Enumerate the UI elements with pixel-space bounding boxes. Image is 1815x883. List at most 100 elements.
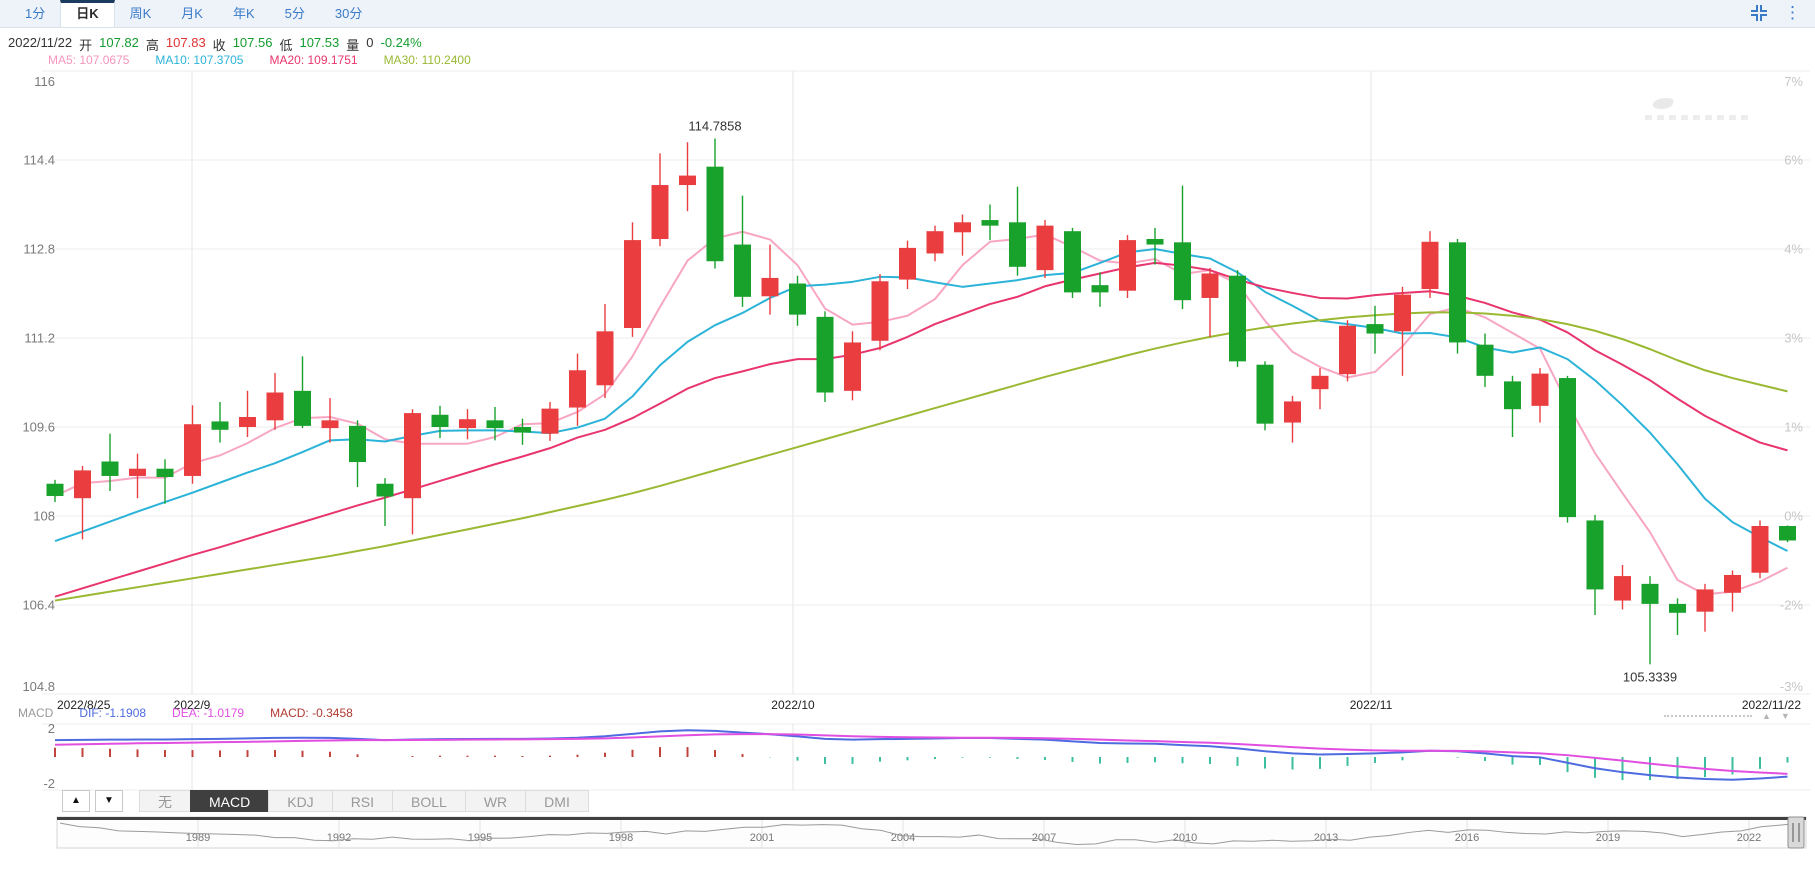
ma10-value: MA10: 107.3705 [155, 53, 244, 67]
svg-text:2016: 2016 [1455, 832, 1479, 844]
svg-text:6%: 6% [1784, 153, 1803, 168]
tab-rsi[interactable]: RSI [331, 790, 394, 812]
tab-macd[interactable]: MACD [190, 790, 270, 812]
open-value: 107.82 [99, 35, 139, 50]
watermark-text-line [1645, 115, 1749, 120]
tab-wr[interactable]: WR [464, 790, 527, 812]
ma20-line [54, 261, 1788, 598]
svg-text:1989: 1989 [186, 832, 210, 844]
pane-expand-control: ▲ ▼ [1664, 710, 1804, 722]
ma20-value: MA20: 109.1751 [269, 53, 358, 67]
svg-text:2001: 2001 [750, 832, 774, 844]
macd-info-row: MACD DIF: -1.1908 DEA: -1.0179 MACD: -0.… [18, 706, 353, 720]
ma30-value: MA30: 110.2400 [383, 53, 471, 67]
volume-value: 0 [366, 35, 374, 50]
close-value: 107.56 [232, 35, 273, 50]
kebab-menu-icon[interactable]: ⋮ [1784, 3, 1801, 22]
tab-monthly-k[interactable]: 月K [181, 6, 203, 21]
date-label-sep: 2022/9 [173, 698, 211, 712]
indicator-selector-row: ▲ ▼ 无 MACD KDJ RSI BOLL WR DMI [62, 790, 589, 812]
svg-text:105.3339: 105.3339 [1623, 669, 1677, 684]
macd-value: MACD: -0.3458 [270, 706, 353, 720]
navigator-slider-handle[interactable] [1787, 816, 1805, 849]
candles [46, 138, 1796, 665]
open-label: 开 [79, 38, 93, 53]
navigator-sparkline [59, 822, 1801, 845]
tab-none[interactable]: 无 [139, 790, 191, 812]
svg-text:114.4: 114.4 [23, 153, 55, 168]
svg-text:1998: 1998 [609, 832, 633, 844]
indicator-tabs: 无 MACD KDJ RSI BOLL WR DMI [139, 790, 589, 812]
dea-value: DEA: -1.0179 [172, 706, 245, 720]
svg-text:-2: -2 [43, 776, 55, 791]
svg-text:114.7858: 114.7858 [688, 119, 741, 134]
dotted-divider [1664, 715, 1752, 717]
svg-text:2010: 2010 [1173, 832, 1197, 844]
svg-text:-3%: -3% [1780, 679, 1804, 694]
svg-text:2007: 2007 [1032, 832, 1056, 844]
ohlc-info-row: 2022/11/22 开 107.82 高 107.83 收 107.56 低 … [8, 35, 422, 54]
date-label-nov: 2022/11 [1349, 698, 1393, 712]
date-label-oct: 2022/10 [771, 698, 815, 712]
svg-text:1992: 1992 [327, 832, 351, 844]
dif-value: DIF: -1.1908 [79, 706, 147, 720]
watermark [1645, 98, 1755, 126]
main-pane: 116 7% 114.4 6% 112.8 4% 111.2 3% 109.6 1% 108 0% 10… [22, 70, 1810, 695]
svg-text:112.8: 112.8 [23, 242, 55, 257]
svg-text:108: 108 [33, 509, 55, 524]
svg-text:7%: 7% [1784, 74, 1803, 89]
change-percent: -0.24% [380, 35, 422, 50]
svg-text:109.6: 109.6 [22, 420, 55, 435]
svg-text:2022: 2022 [1737, 832, 1761, 844]
tab-dmi[interactable]: DMI [525, 790, 589, 812]
tab-1min[interactable]: 1分 [25, 6, 46, 21]
ma30-line [54, 311, 1788, 602]
svg-text:111.2: 111.2 [24, 331, 55, 346]
date-label-end: 2022/11/22 [1741, 698, 1801, 712]
svg-text:-2%: -2% [1780, 598, 1804, 613]
ma5-line [54, 230, 1788, 596]
pane-down-icon[interactable]: ▼ [1780, 711, 1790, 721]
dif-line [54, 729, 1788, 781]
svg-text:116: 116 [34, 74, 55, 89]
scroll-down-button[interactable]: ▼ [95, 790, 123, 812]
high-value: 107.83 [165, 35, 206, 50]
ohlc-date: 2022/11/22 [8, 35, 73, 50]
tab-boll[interactable]: BOLL [392, 790, 466, 812]
svg-text:2: 2 [48, 721, 55, 736]
tab-kdj[interactable]: KDJ [268, 790, 333, 812]
ma10-line [54, 248, 1788, 552]
tab-weekly-k[interactable]: 周K [129, 6, 152, 21]
ma-info-row: MA5: 107.0675 MA10: 107.3705 MA20: 109.1… [48, 53, 471, 67]
svg-text:106.4: 106.4 [22, 598, 55, 613]
high-label: 高 [145, 38, 159, 53]
navigator-track [57, 817, 1806, 820]
macd-pane: 2 -2 [42, 721, 1810, 791]
tab-daily-k[interactable]: 日K [60, 0, 115, 27]
tab-30min[interactable]: 30分 [334, 6, 363, 21]
dea-line [54, 733, 1788, 775]
svg-text:1995: 1995 [468, 832, 492, 844]
tab-yearly-k[interactable]: 年K [232, 6, 255, 21]
close-label: 收 [212, 38, 226, 53]
volume-label: 量 [346, 38, 360, 53]
timeframe-tabbar: 1分 日K 周K 月K 年K 5分 30分 ⋮ [0, 0, 1815, 28]
svg-text:2013: 2013 [1314, 832, 1338, 844]
svg-text:2019: 2019 [1596, 832, 1620, 844]
tab-5min[interactable]: 5分 [284, 6, 305, 21]
low-label: 低 [279, 38, 293, 53]
history-navigator: 1989 1992 1995 1998 2001 2004 2007 2010 2013 2016… [56, 816, 1807, 849]
ma5-value: MA5: 107.0675 [48, 53, 130, 67]
pane-up-icon[interactable]: ▲ [1762, 711, 1771, 721]
svg-text:3%: 3% [1784, 331, 1803, 346]
date-label-start: 2022/8/25 [57, 698, 111, 712]
collapse-icon[interactable] [1750, 4, 1768, 22]
low-value: 107.53 [299, 35, 340, 50]
scroll-up-button[interactable]: ▲ [62, 790, 90, 812]
svg-text:104.8: 104.8 [22, 679, 55, 694]
macd-title: MACD [18, 706, 54, 720]
svg-text:1%: 1% [1784, 420, 1803, 435]
